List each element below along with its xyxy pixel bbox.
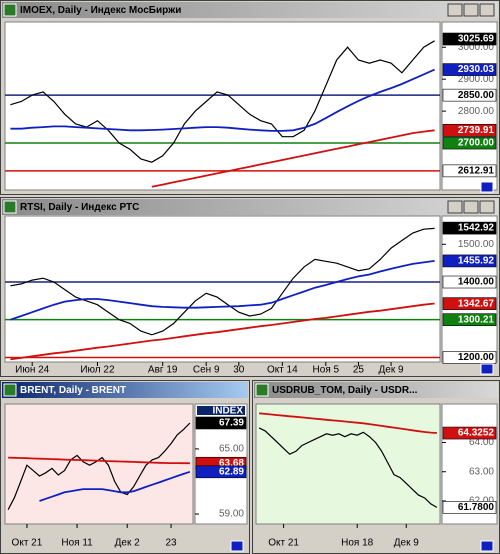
x-tick-label: 30	[233, 365, 245, 376]
level-box	[442, 88, 497, 102]
level-label: 63.68	[219, 458, 244, 469]
title-bar	[2, 2, 498, 18]
y-tick-label: 59.00	[219, 509, 244, 520]
level-label: 1542.92	[458, 223, 495, 234]
plot-area	[4, 215, 441, 363]
y-tick-label: 64.00	[469, 437, 494, 448]
title-bar	[2, 199, 498, 215]
x-tick-label: Ноя 18	[341, 538, 374, 549]
price-axis	[441, 21, 498, 191]
window-icon	[3, 200, 17, 214]
x-tick-label: Дек 9	[379, 365, 404, 376]
level-label: 2700.00	[458, 138, 495, 149]
price-line	[10, 68, 435, 132]
level-box	[442, 501, 497, 514]
window-icon	[480, 363, 494, 375]
level-box	[442, 297, 497, 310]
window-icon	[3, 3, 17, 17]
level-box	[442, 426, 497, 440]
title-bar	[254, 382, 498, 398]
level-label: 1455.92	[458, 256, 495, 267]
level-box	[442, 164, 497, 178]
level-box	[442, 275, 497, 289]
level-box	[442, 124, 497, 137]
level-label: 2850.00	[458, 90, 495, 101]
x-tick-label: Дек 2	[115, 538, 140, 549]
level-box	[442, 221, 497, 235]
level-box	[195, 465, 247, 479]
level-box	[442, 32, 497, 46]
y-tick-label: 3000.00	[458, 42, 495, 53]
y-tick-label: 2800.00	[458, 106, 495, 117]
price-line	[39, 470, 191, 502]
y-tick-label: 63.00	[469, 466, 494, 477]
window-icon	[480, 540, 494, 552]
plot-area	[4, 403, 194, 525]
price-axis	[441, 215, 498, 363]
level-label: 1342.67	[458, 298, 495, 309]
level-label: 2930.03	[458, 64, 495, 75]
level-box	[442, 254, 497, 268]
level-label: 62.89	[219, 466, 244, 477]
x-tick-label: Окт 21	[268, 538, 299, 549]
x-tick-label: Окт 14	[267, 365, 298, 376]
axis-header: INDEX	[212, 406, 243, 417]
plot-area	[4, 21, 441, 191]
x-tick-label: Июл 22	[80, 365, 115, 376]
title-bar	[2, 382, 248, 398]
window-title: BRENT, Daily - BRENT	[20, 385, 126, 396]
price-line	[258, 427, 438, 508]
y-tick-label: 65.00	[219, 444, 244, 455]
level-box	[442, 351, 497, 364]
level-label: 67.39	[219, 418, 244, 429]
price-line	[151, 129, 435, 188]
window-title: RTSI, Daily - Индекс РТС	[20, 202, 139, 213]
level-label: 3025.69	[458, 34, 495, 45]
plot-area	[255, 403, 441, 525]
level-box	[442, 63, 497, 76]
price-line	[7, 422, 191, 510]
level-label: 1200.00	[458, 352, 495, 363]
x-tick-label: Сен 9	[193, 365, 220, 376]
x-tick-label: 25	[353, 365, 365, 376]
level-label: 64.3252	[458, 428, 495, 439]
x-tick-label: Окт 21	[12, 538, 43, 549]
price-line	[10, 260, 435, 321]
x-tick-label: Авг 19	[148, 365, 178, 376]
level-label: 2612.91	[458, 166, 495, 177]
window-icon	[3, 383, 17, 397]
level-box	[442, 313, 497, 326]
x-tick-label: Ноя 11	[61, 538, 93, 549]
window-button[interactable]	[447, 200, 463, 214]
window-title: USDRUB_TOM, Daily - USDR...	[272, 385, 418, 396]
price-line	[10, 40, 435, 163]
x-tick-label: 23	[166, 538, 178, 549]
level-box	[195, 416, 247, 430]
window-icon	[480, 181, 494, 193]
y-tick-label: 1500.00	[458, 239, 495, 250]
price-line	[8, 456, 190, 465]
window-title: IMOEX, Daily - Индекс МосБиржи	[20, 5, 181, 16]
price-line	[259, 412, 437, 434]
x-tick-label: Июн 24	[15, 365, 50, 376]
price-line	[10, 302, 435, 361]
window-button[interactable]	[463, 3, 479, 17]
level-label: 2739.91	[458, 125, 495, 136]
level-box	[442, 136, 497, 150]
window-icon	[230, 540, 244, 552]
window-button[interactable]	[479, 3, 495, 17]
window-button[interactable]	[463, 200, 479, 214]
window-button[interactable]	[479, 200, 495, 214]
axis-header-box	[197, 406, 245, 415]
level-label: 1400.00	[458, 277, 495, 288]
x-tick-label: Ноя 5	[313, 365, 340, 376]
y-tick-label: 2900.00	[458, 74, 495, 85]
x-tick-label: Дек 9	[394, 538, 419, 549]
window-button[interactable]	[447, 3, 463, 17]
level-label: 61.7800	[458, 502, 495, 513]
window-icon	[255, 383, 269, 397]
level-label: 1300.21	[458, 314, 495, 325]
